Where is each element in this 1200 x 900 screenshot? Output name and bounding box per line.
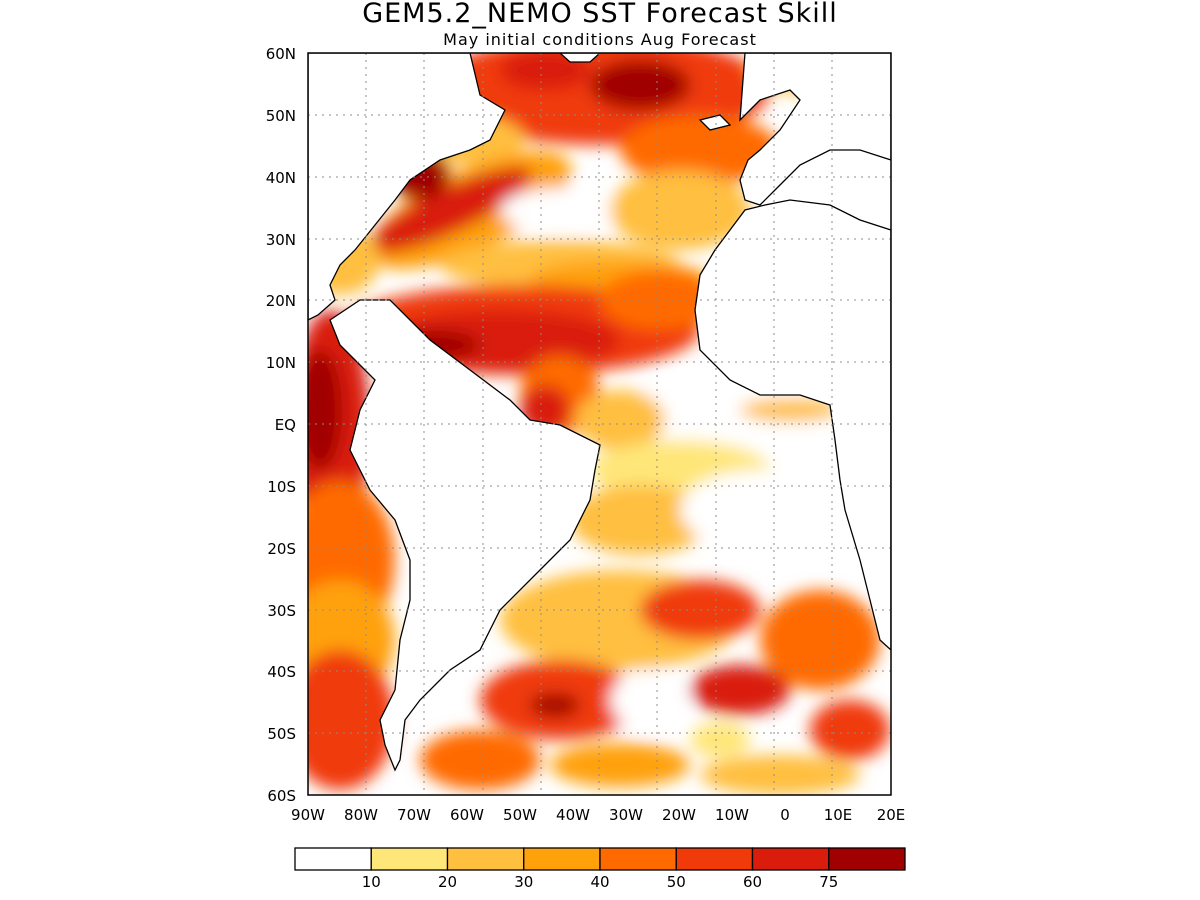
x-tick-label: 10W <box>715 806 749 824</box>
x-axis-labels: 90W 80W 70W 60W 50W 40W 30W 20W 10W 0 10… <box>291 806 905 824</box>
colorbar-swatch <box>828 847 906 871</box>
x-tick-label: 20E <box>877 806 906 824</box>
y-tick-label: 50S <box>267 725 296 743</box>
y-tick-label: 20N <box>266 292 296 310</box>
map-frame <box>307 52 892 796</box>
colorbar-swatch <box>370 847 449 871</box>
x-tick-label: 80W <box>344 806 378 824</box>
colorbar-label: 30 <box>514 873 533 891</box>
y-tick-label: 50N <box>266 107 296 125</box>
y-tick-label: 30N <box>266 231 296 249</box>
colorbar-label: 20 <box>438 873 457 891</box>
y-tick-label: 60S <box>267 787 296 805</box>
y-tick-label: EQ <box>275 416 296 434</box>
x-tick-label: 40W <box>556 806 590 824</box>
colorbar-label: 60 <box>743 873 762 891</box>
gridlines <box>308 53 891 795</box>
colorbar-swatch <box>751 847 830 871</box>
y-tick-label: 10N <box>266 354 296 372</box>
x-tick-label: 0 <box>780 806 790 824</box>
colorbar-swatch <box>446 847 525 871</box>
colorbar-label: 50 <box>667 873 686 891</box>
x-tick-label: 10E <box>824 806 853 824</box>
x-tick-label: 70W <box>397 806 431 824</box>
x-tick-label: 20W <box>662 806 696 824</box>
y-tick-label: 30S <box>267 602 296 620</box>
colorbar-label: 10 <box>362 873 381 891</box>
y-axis-labels: 60N 50N 40N 30N 20N 10N EQ 10S 20S 30S 4… <box>266 45 296 805</box>
colorbar-label: 40 <box>590 873 609 891</box>
colorbar-swatch <box>675 847 754 871</box>
y-tick-label: 60N <box>266 45 296 63</box>
x-tick-label: 60W <box>450 806 484 824</box>
y-tick-label: 40N <box>266 169 296 187</box>
colorbar-swatch <box>294 847 372 871</box>
x-tick-label: 90W <box>291 806 325 824</box>
colorbar-label: 75 <box>819 873 838 891</box>
map-title: GEM5.2_NEMO SST Forecast Skill <box>362 0 838 29</box>
colorbar: 10 20 30 40 50 60 75 <box>294 847 906 891</box>
skill-field <box>308 53 891 795</box>
land <box>308 53 891 772</box>
x-tick-label: 30W <box>609 806 643 824</box>
colorbar-swatch <box>523 847 601 871</box>
x-tick-label: 50W <box>503 806 537 824</box>
y-tick-label: 40S <box>267 663 296 681</box>
map-subtitle: May initial conditions Aug Forecast <box>443 30 757 49</box>
y-tick-label: 10S <box>267 478 296 496</box>
colorbar-swatch <box>599 847 677 871</box>
y-tick-label: 20S <box>267 540 296 558</box>
